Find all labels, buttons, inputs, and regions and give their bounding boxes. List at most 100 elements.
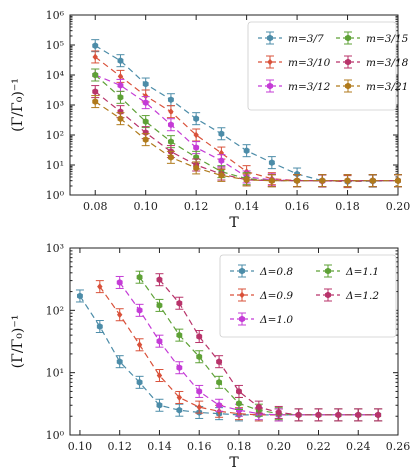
data-point (117, 57, 124, 65)
legend-entry-label: Δ=0.8 (259, 266, 293, 278)
data-point (236, 388, 242, 395)
data-point (216, 378, 223, 386)
data-point (116, 311, 123, 319)
data-point (92, 42, 99, 50)
data-point (96, 323, 103, 330)
x-axis-label: T (229, 215, 239, 231)
legend-box (219, 254, 397, 338)
data-point (167, 153, 174, 161)
y-tick-label: 10³ (46, 99, 64, 112)
data-point (236, 400, 242, 407)
data-point (142, 136, 149, 144)
data-point (275, 409, 282, 416)
x-tick-label: 0.20 (266, 440, 291, 453)
x-tick-label: 0.14 (147, 440, 172, 453)
legend-entry-label: Δ=1.2 (345, 290, 379, 302)
data-point (116, 279, 123, 286)
legend-entry-label: m=3/15 (366, 33, 409, 45)
data-point (136, 273, 143, 281)
data-point (92, 88, 99, 95)
y-tick-label: 10⁶ (46, 9, 65, 22)
data-point (218, 130, 225, 138)
x-tick-label: 0.12 (184, 200, 209, 213)
legend-entry-label: Δ=1.1 (345, 266, 379, 278)
x-tick-label: 0.12 (107, 440, 132, 453)
bottom-panel: 0.10 0.12 0.14 0.16 0.18 0.20 0.22 0.24 0.26 10⁰ 1… (10, 242, 410, 471)
legend-entry-label: m=3/7 (288, 33, 324, 45)
legend-entry-label: Δ=0.9 (259, 290, 293, 302)
data-point (193, 115, 200, 123)
y-tick-label: 10⁰ (46, 189, 65, 202)
data-point (116, 358, 123, 366)
data-point (117, 82, 124, 89)
data-point (255, 403, 262, 411)
data-point (395, 177, 401, 185)
data-point (142, 99, 149, 107)
data-point (117, 72, 124, 80)
plot-frame (69, 247, 399, 436)
legend-swatch-marker (267, 34, 273, 42)
data-point (156, 276, 163, 284)
data-point (117, 93, 124, 101)
data-point (97, 283, 103, 291)
data-point (196, 333, 203, 340)
y-tick-label: 10³ (46, 242, 64, 255)
data-point (176, 364, 183, 372)
x-tick-label: 0.08 (83, 200, 108, 213)
data-point (268, 177, 275, 185)
y-tick-label: 10¹ (46, 159, 64, 172)
legend-swatch-marker (239, 291, 245, 299)
x-tick-label: 0.26 (386, 440, 411, 453)
x-tick-label: 0.10 (68, 440, 93, 453)
data-point (193, 164, 200, 172)
data-point (196, 353, 203, 361)
data-point (167, 138, 174, 146)
data-point (243, 176, 250, 184)
data-point (218, 172, 225, 179)
data-point (167, 121, 174, 129)
data-point (335, 411, 342, 419)
data-point (268, 159, 275, 167)
data-point (218, 157, 225, 165)
data-point (136, 378, 143, 386)
legend-swatch-marker (325, 267, 331, 275)
data-point (117, 115, 124, 123)
x-tick-label: 0.16 (285, 200, 310, 213)
data-point (315, 411, 322, 419)
y-tick-label: 10⁵ (46, 39, 64, 52)
data-point (156, 372, 163, 379)
data-point (156, 302, 163, 309)
data-point (375, 411, 382, 419)
x-tick-label: 0.16 (187, 440, 212, 453)
data-point (319, 177, 326, 185)
legend-entry-label: m=3/21 (366, 81, 408, 93)
data-point (176, 299, 183, 307)
legend-swatch-marker (345, 34, 351, 42)
data-point (168, 108, 174, 116)
x-tick-label: 0.10 (133, 200, 158, 213)
data-point (176, 394, 183, 401)
legend-entry-label: m=3/18 (366, 57, 409, 69)
x-tick-label: 0.20 (386, 200, 411, 213)
legend-box (247, 21, 397, 111)
data-point (176, 406, 183, 414)
data-point (142, 129, 149, 137)
data-point (136, 341, 143, 349)
data-point (236, 406, 242, 414)
data-point (117, 108, 124, 116)
legend-swatch-marker (345, 58, 351, 66)
legend-swatch-marker (267, 58, 273, 66)
x-tick-label: 0.22 (306, 440, 331, 453)
y-tick-label: 10² (46, 304, 64, 317)
x-tick-label: 0.18 (335, 200, 360, 213)
legend: m=3/7 m=3/10 m=3/12 m=3/15 m=3/18 m=3/21 (247, 21, 409, 111)
data-point (92, 53, 98, 61)
data-point (294, 177, 301, 185)
x-axis-label: T (229, 455, 239, 471)
data-point (216, 358, 223, 366)
legend: Δ=0.8 Δ=0.9 Δ=1.0 Δ=1.1 Δ=1.2 (219, 254, 397, 338)
legend-entry-label: Δ=1.0 (259, 314, 293, 326)
legend-swatch-marker (345, 82, 351, 90)
y-axis-label: (Γ/Γ₀)⁻¹ (10, 78, 26, 132)
